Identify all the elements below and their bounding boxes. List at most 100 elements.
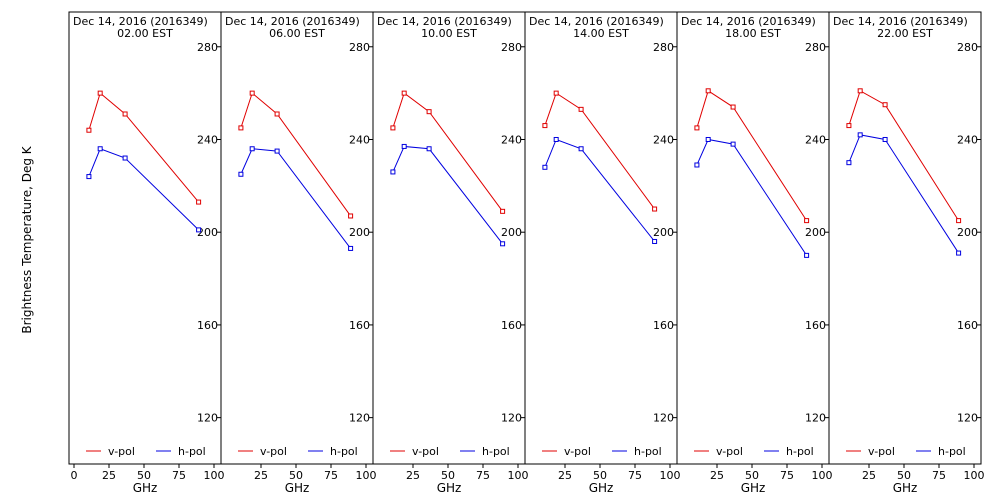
data-point-h-pol [804,252,810,258]
y-tick-label: 240 [805,133,826,146]
legend-label: v-pol [868,445,895,458]
panel-frame [828,11,982,465]
series-line-h-pol [544,138,655,242]
y-tick-label: 120 [501,412,522,425]
x-tick-label: 50 [745,469,759,482]
data-point-h-pol [122,155,128,161]
x-tick-label: 75 [324,469,338,482]
data-point-v-pol [705,88,711,94]
series-line-v-pol [544,92,656,210]
data-point-h-pol [730,141,736,147]
y-tick-label: 240 [349,133,370,146]
series-line-v-pol [240,92,352,217]
y-tick-label: 200 [349,226,370,239]
data-point-h-pol [500,241,506,247]
data-point-h-pol [401,143,407,149]
panel-6: Dec 14, 2016 (2016349)22.00 EST 120 160 200… [828,11,985,495]
x-tick-label: 50 [137,469,151,482]
x-tick-label: 25 [558,469,572,482]
x-tick-label: 100 [812,469,833,482]
y-tick-label: 200 [957,226,978,239]
legend-label: v-pol [564,445,591,458]
panel-5: Dec 14, 2016 (2016349)18.00 EST 120 160 200… [676,11,833,495]
data-point-v-pol [857,88,863,94]
series-line-v-pol [696,90,808,221]
y-tick-label: 200 [805,226,826,239]
series-line-h-pol [848,134,960,254]
x-tick-label: 75 [172,469,186,482]
data-point-v-pol [578,106,584,112]
y-tick-label: 200 [653,226,674,239]
data-point-v-pol [730,104,736,110]
data-point-v-pol [553,90,559,96]
x-tick-label: 100 [508,469,529,482]
data-point-h-pol [249,146,255,152]
legend-label: v-pol [260,445,287,458]
series-line-h-pol [240,148,351,249]
x-tick-label: 75 [780,469,794,482]
data-point-h-pol [956,250,962,256]
panel-title: Dec 14, 2016 (2016349) [225,15,360,28]
x-tick-label: 50 [289,469,303,482]
y-tick-label: 280 [501,41,522,54]
y-tick-label: 280 [653,41,674,54]
panels: Dec 14, 2016 (2016349) 02.00 EST 120 160 200… [68,11,985,495]
data-point-v-pol [426,109,432,115]
y-tick-label: 160 [805,319,826,332]
panel-3: Dec 14, 2016 (2016349)10.00 EST 120 160 200… [372,11,529,495]
x-axis-title: GHz [285,481,310,495]
x-tick-label: 25 [254,469,268,482]
y-tick-label: 240 [653,133,674,146]
data-point-v-pol [390,125,396,131]
data-point-v-pol [249,90,255,96]
legend-label: v-pol [716,445,743,458]
y-tick-label: 200 [197,226,218,239]
panel-2: Dec 14, 2016 (2016349)06.00 EST 120 160 200… [220,11,377,495]
data-point-v-pol [196,199,202,205]
data-point-v-pol [542,123,548,129]
legend-label: h-pol [482,445,510,458]
panel-subtitle: 02.00 EST [117,27,173,40]
y-tick-label: 120 [197,412,218,425]
x-tick-label: 50 [897,469,911,482]
x-tick-label: 100 [204,469,225,482]
y-tick-label: 240 [197,133,218,146]
data-point-h-pol [542,164,548,170]
panel-1: Dec 14, 2016 (2016349)02.00 EST 120 160 200… [68,11,225,495]
x-tick-label: 25 [102,469,116,482]
panel-subtitle: 18.00 EST [725,27,781,40]
y-tick-label: 240 [957,133,978,146]
y-tick-label: 160 [653,319,674,332]
series-line-h-pol [696,138,808,256]
y-tick-label: 160 [349,319,370,332]
legend-label: h-pol [938,445,966,458]
x-tick-label: 100 [660,469,681,482]
panel-frame [676,11,830,465]
panel-4: Dec 14, 2016 (2016349)14.00 EST 120 160 200… [524,11,681,495]
data-point-h-pol [97,146,103,152]
x-tick-label: 50 [441,469,455,482]
data-point-h-pol [348,245,354,251]
data-point-h-pol [652,238,658,244]
data-point-h-pol [578,146,584,152]
data-point-h-pol [857,132,863,138]
y-tick-label: 120 [805,412,826,425]
data-point-v-pol [238,125,244,131]
panel-frame [372,11,526,465]
x-tick-label: 25 [862,469,876,482]
data-point-h-pol [705,136,711,142]
data-point-h-pol [238,171,244,177]
y-tick-label: 280 [957,41,978,54]
panel-title: Dec 14, 2016 (2016349) [529,15,664,28]
y-axis-title: Brightness Temperature, Deg K [20,145,34,333]
panel-title: Dec 14, 2016 (2016349) [833,15,968,28]
x-axis-title: GHz [893,481,918,495]
data-point-h-pol [426,146,432,152]
data-point-v-pol [401,90,407,96]
x-axis-title: GHz [133,481,158,495]
y-tick-label: 160 [957,319,978,332]
data-point-h-pol [274,148,280,154]
y-tick-label: 160 [197,319,218,332]
data-point-h-pol [86,174,92,180]
